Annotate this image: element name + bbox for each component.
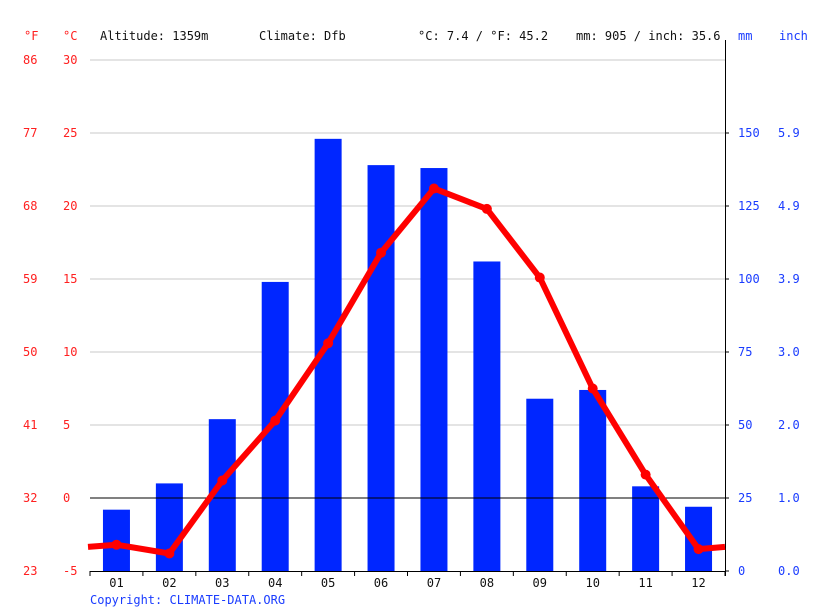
inch-tick-label: 2.0 xyxy=(778,418,800,432)
temperature-point xyxy=(217,475,228,486)
temperature-point xyxy=(270,415,281,426)
mm-tick-label: 125 xyxy=(738,199,760,213)
fahrenheit-tick-label: 50 xyxy=(23,345,38,359)
fahrenheit-tick-label: 59 xyxy=(23,272,38,286)
precipitation-bar xyxy=(367,165,395,571)
month-tick-label: 04 xyxy=(267,576,283,590)
precipitation-bar xyxy=(473,261,501,571)
inch-unit-label: inch xyxy=(779,29,808,43)
precipitation-bar xyxy=(632,486,660,571)
mm-tick-label: 0 xyxy=(738,564,746,578)
fahrenheit-tick-label: 32 xyxy=(23,491,38,505)
fahrenheit-tick-label: 86 xyxy=(23,53,38,67)
celsius-tick-label: 0 xyxy=(63,491,71,505)
altitude-label: Altitude: 1359m xyxy=(100,29,209,43)
precipitation-bar xyxy=(526,398,554,571)
temperature-point xyxy=(534,272,545,283)
month-tick-label: 11 xyxy=(638,576,653,590)
temperature-point xyxy=(640,469,651,480)
mm-tick-label: 150 xyxy=(738,126,760,140)
precipitation-bar xyxy=(579,389,607,571)
celsius-tick-label: 20 xyxy=(63,199,78,213)
celsius-tick-label: -5 xyxy=(63,564,78,578)
temperature-line xyxy=(87,185,726,557)
temperature-point xyxy=(376,247,387,258)
mm-tick-label: 100 xyxy=(738,272,760,286)
inch-tick-label: 5.9 xyxy=(778,126,800,140)
fahrenheit-tick-label: 77 xyxy=(23,126,38,140)
month-tick-label: 01 xyxy=(109,576,124,590)
fahrenheit-tick-label: 41 xyxy=(23,418,38,432)
mm-tick-label: 50 xyxy=(738,418,753,432)
average-temperature-label: °C: 7.4 / °F: 45.2 xyxy=(418,29,549,43)
climate-label: Climate: Dfb xyxy=(259,29,346,43)
month-tick-label: 02 xyxy=(162,576,177,590)
month-tick-label: 05 xyxy=(320,576,336,590)
inch-tick-label: 1.0 xyxy=(778,491,800,505)
temperature-point xyxy=(164,548,175,559)
precipitation-bar xyxy=(420,168,448,572)
fahrenheit-tick-label: 68 xyxy=(23,199,38,213)
celsius-unit-label: °C xyxy=(63,29,78,43)
temperature-point xyxy=(587,383,598,394)
celsius-tick-label: 25 xyxy=(63,126,78,140)
mm-unit-label: mm xyxy=(738,29,753,43)
celsius-tick-label: 15 xyxy=(63,272,78,286)
precipitation-bar xyxy=(261,281,289,571)
month-tick-label: 10 xyxy=(585,576,600,590)
month-tick-label: 08 xyxy=(479,576,495,590)
month-tick-label: 06 xyxy=(373,576,389,590)
celsius-tick-label: 10 xyxy=(63,345,78,359)
temperature-point xyxy=(111,539,122,550)
temperature-point xyxy=(323,338,334,349)
month-tick-label: 07 xyxy=(426,576,442,590)
month-tick-label: 03 xyxy=(215,576,230,590)
precipitation-total-label: mm: 905 / inch: 35.6 xyxy=(576,29,721,43)
fahrenheit-tick-label: 23 xyxy=(23,564,38,578)
month-tick-label: 09 xyxy=(532,576,548,590)
temperature-point xyxy=(428,183,439,194)
celsius-tick-label: 5 xyxy=(63,418,71,432)
temperature-point xyxy=(693,544,704,555)
mm-tick-label: 25 xyxy=(738,491,753,505)
celsius-tick-label: 30 xyxy=(63,53,78,67)
inch-tick-label: 3.9 xyxy=(778,272,800,286)
copyright-link[interactable]: Copyright: CLIMATE-DATA.ORG xyxy=(90,593,286,607)
month-tick-label: 12 xyxy=(691,576,706,590)
mm-tick-label: 75 xyxy=(738,345,753,359)
inch-tick-label: 0.0 xyxy=(778,564,800,578)
inch-tick-label: 4.9 xyxy=(778,199,800,213)
inch-tick-label: 3.0 xyxy=(778,345,800,359)
fahrenheit-unit-label: °F xyxy=(24,29,39,43)
temperature-point xyxy=(481,203,492,214)
